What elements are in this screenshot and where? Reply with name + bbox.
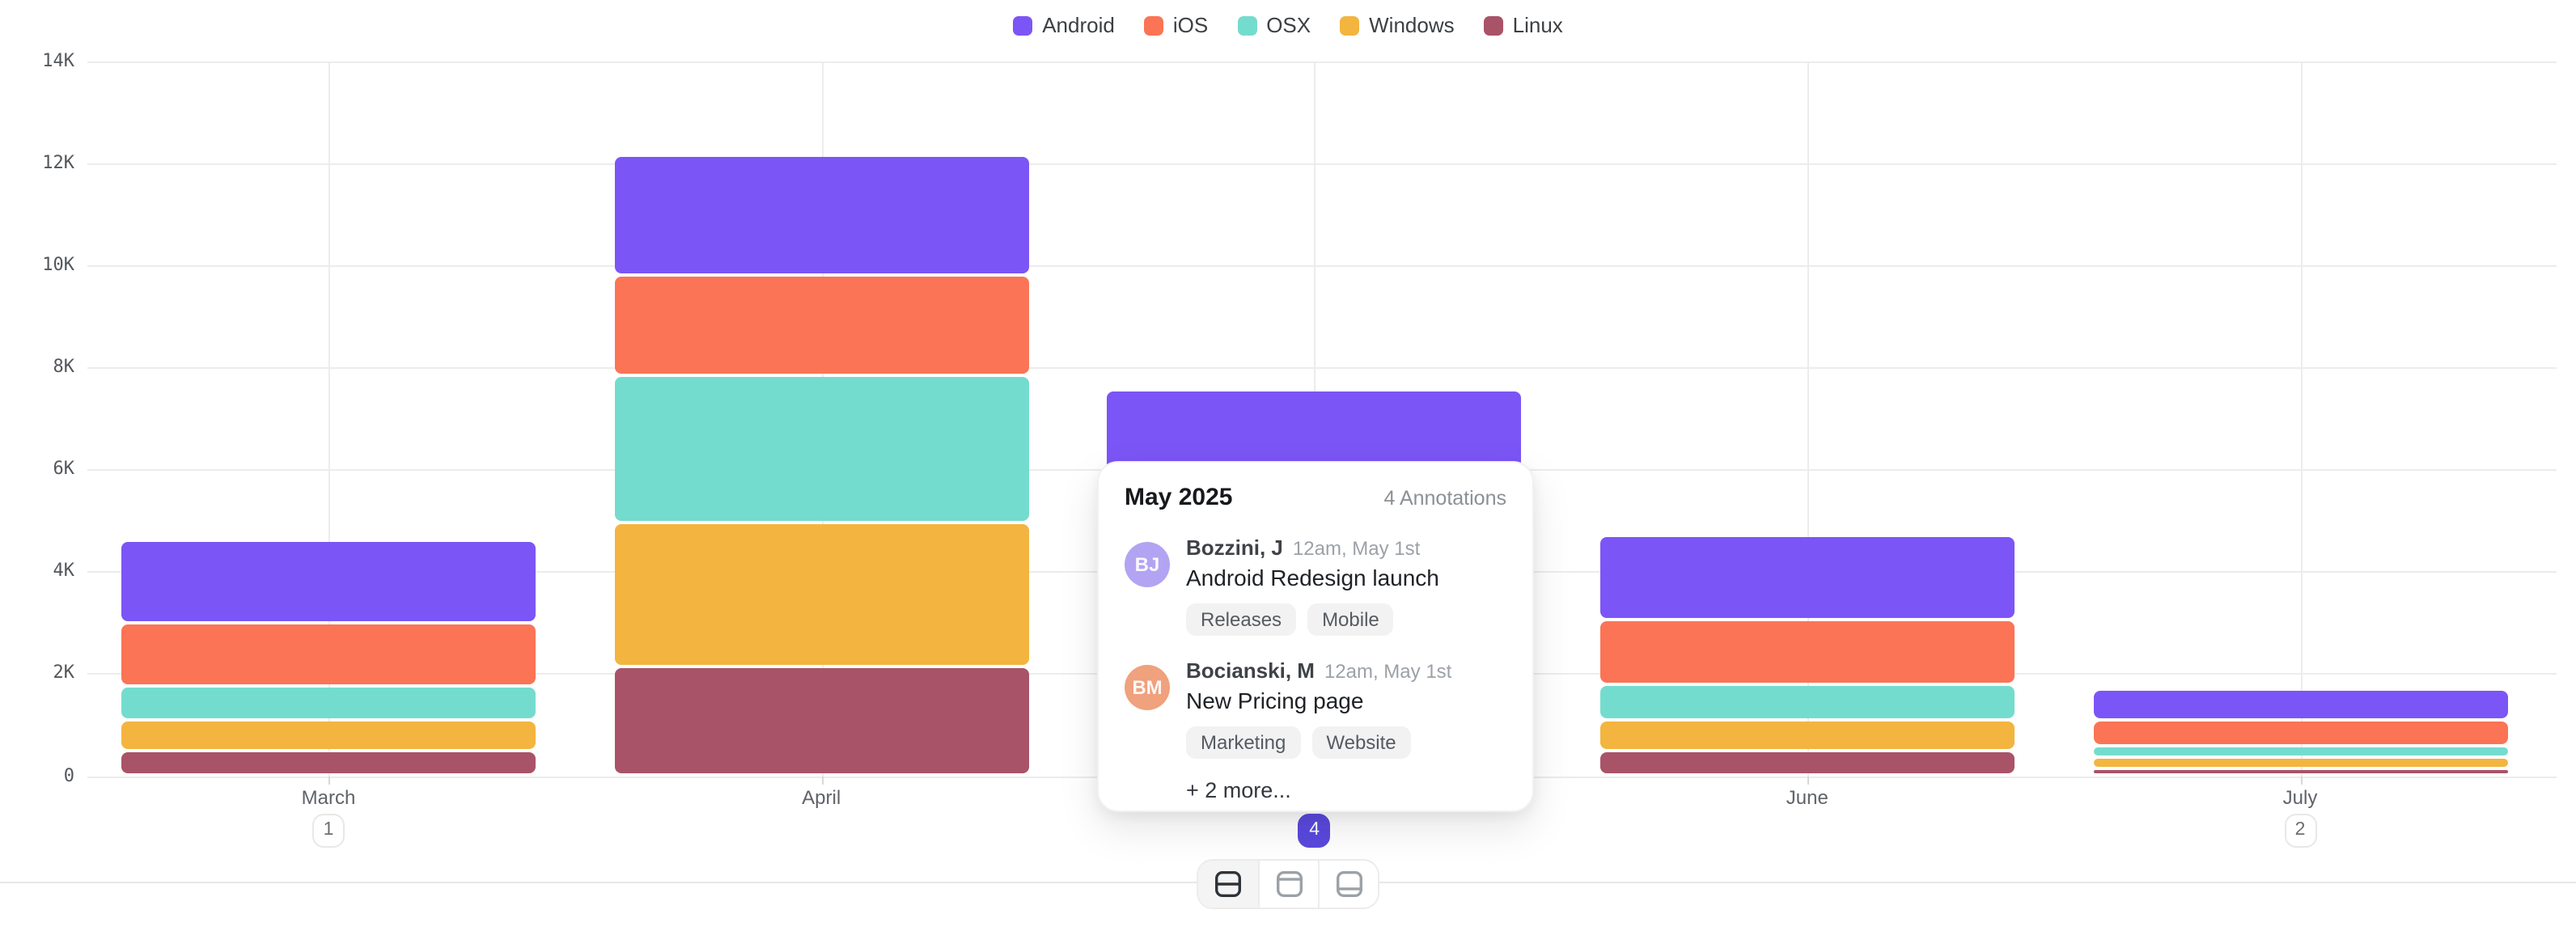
y-axis-tick-label: 6K <box>53 458 75 480</box>
legend-swatch-icon <box>1483 15 1503 35</box>
y-axis-tick-label: 8K <box>53 355 75 377</box>
bar-segment-ios-march[interactable] <box>121 624 536 685</box>
bar-segment-ios-april[interactable] <box>614 277 1029 374</box>
bar-segment-osx-april[interactable] <box>614 376 1029 522</box>
show-more-annotations-link[interactable]: + 2 more... <box>1186 778 1291 802</box>
layout-split-top-icon <box>1275 870 1303 898</box>
annotation-entry-body: Bozzini, J 12am, May 1st Android Redesig… <box>1186 535 1439 636</box>
bar-segment-windows-july[interactable] <box>2093 759 2507 767</box>
legend-item-windows[interactable]: Windows <box>1340 13 1455 37</box>
avatar: BM <box>1125 665 1170 710</box>
popover-title: May 2025 <box>1125 484 1233 511</box>
tag-pill: Mobile <box>1307 603 1394 636</box>
avatar: BJ <box>1125 542 1170 587</box>
bar-segment-linux-march[interactable] <box>121 751 536 774</box>
annotations-popover: May 2025 4 Annotations BJ Bozzini, J 12a… <box>1097 461 1534 812</box>
annotation-count-badge-may[interactable]: 4 <box>1298 813 1331 847</box>
y-axis-tick-label: 10K <box>42 253 74 275</box>
gridline-vertical <box>328 61 330 776</box>
annotation-author: Bocianski, M <box>1186 658 1315 683</box>
y-axis-tick-label: 14K <box>42 49 74 70</box>
bar-segment-windows-june[interactable] <box>1599 721 2015 749</box>
bar-segment-android-july[interactable] <box>2093 690 2507 718</box>
bar-segment-ios-july[interactable] <box>2093 721 2507 744</box>
legend-item-android[interactable]: Android <box>1013 13 1115 37</box>
y-axis-tick-label: 12K <box>42 151 74 173</box>
popover-annotation-count: 4 Annotations <box>1383 487 1506 510</box>
layout-split-top-button[interactable] <box>1258 861 1318 908</box>
y-axis-tick-label: 2K <box>53 662 75 683</box>
annotation-text: Android Redesign launch <box>1186 565 1439 590</box>
annotation-timestamp: 12am, May 1st <box>1292 537 1421 560</box>
annotation-timestamp: 12am, May 1st <box>1324 660 1452 683</box>
x-axis-tick <box>1807 776 1809 784</box>
annotation-count-badge-march[interactable]: 1 <box>312 813 345 847</box>
bar-segment-android-april[interactable] <box>614 156 1029 274</box>
popover-header: May 2025 4 Annotations <box>1099 463 1532 514</box>
legend-label: Windows <box>1369 13 1455 37</box>
x-axis-label-march: March <box>301 785 356 808</box>
legend-swatch-icon <box>1237 15 1257 35</box>
bar-segment-linux-july[interactable] <box>2093 769 2507 774</box>
gridline-horizontal <box>87 163 2557 165</box>
bar-segment-windows-march[interactable] <box>121 721 536 749</box>
y-axis-tick-label: 4K <box>53 560 75 582</box>
gridline-vertical <box>2300 61 2302 776</box>
annotation-tags: Releases Mobile <box>1186 603 1439 636</box>
gridline-horizontal <box>87 265 2557 267</box>
legend-item-osx[interactable]: OSX <box>1237 13 1311 37</box>
layout-toggle-group <box>1197 859 1379 909</box>
bar-segment-osx-july[interactable] <box>2093 747 2507 756</box>
tag-pill: Website <box>1311 726 1411 759</box>
annotation-text: New Pricing page <box>1186 688 1364 713</box>
bar-segment-android-june[interactable] <box>1599 537 2015 619</box>
bar-segment-osx-march[interactable] <box>121 688 536 718</box>
annotation-count-badge-july[interactable]: 2 <box>2284 813 2316 847</box>
gridline-vertical <box>1807 61 1809 776</box>
bar-segment-linux-june[interactable] <box>1599 751 2015 774</box>
x-axis-tick <box>2300 776 2302 784</box>
legend-label: Linux <box>1512 13 1563 37</box>
x-axis-label-july: July <box>2282 785 2318 808</box>
y-axis-tick-label: 0 <box>63 764 74 785</box>
annotation-entry[interactable]: BJ Bozzini, J 12am, May 1st Android Rede… <box>1125 535 1506 636</box>
annotation-entry-body: Bocianski, M 12am, May 1st New Pricing p… <box>1186 658 1451 759</box>
legend-swatch-icon <box>1013 15 1033 35</box>
gridline-horizontal <box>87 366 2557 369</box>
annotation-tags: Marketing Website <box>1186 726 1451 759</box>
tag-pill: Marketing <box>1186 726 1301 759</box>
bar-segment-android-march[interactable] <box>121 542 536 621</box>
tag-pill: Releases <box>1186 603 1297 636</box>
legend-swatch-icon <box>1340 15 1360 35</box>
gridline-horizontal <box>87 61 2557 62</box>
legend-item-ios[interactable]: iOS <box>1143 13 1209 37</box>
annotation-author: Bozzini, J <box>1186 535 1283 560</box>
layout-split-bottom-icon <box>1335 870 1362 898</box>
x-axis-tick <box>821 776 824 784</box>
annotation-entry[interactable]: BM Bocianski, M 12am, May 1st New Pricin… <box>1125 658 1506 759</box>
legend-label: Android <box>1042 13 1115 37</box>
legend-item-linux[interactable]: Linux <box>1483 13 1563 37</box>
layout-split-bottom-button[interactable] <box>1318 861 1378 908</box>
legend-label: OSX <box>1266 13 1311 37</box>
bar-segment-windows-april[interactable] <box>614 524 1029 665</box>
bar-segment-ios-june[interactable] <box>1599 621 2015 683</box>
x-axis-label-april: April <box>802 785 841 808</box>
x-axis-tick <box>328 776 330 784</box>
x-axis-label-june: June <box>1786 785 1828 808</box>
legend-swatch-icon <box>1143 15 1163 35</box>
layout-split-middle-button[interactable] <box>1198 861 1258 908</box>
chart-legend: Android iOS OSX Windows Linux <box>0 13 2576 37</box>
legend-label: iOS <box>1172 13 1209 37</box>
bar-segment-linux-april[interactable] <box>614 667 1029 774</box>
layout-split-middle-icon <box>1214 870 1242 898</box>
bar-segment-osx-june[interactable] <box>1599 685 2015 718</box>
